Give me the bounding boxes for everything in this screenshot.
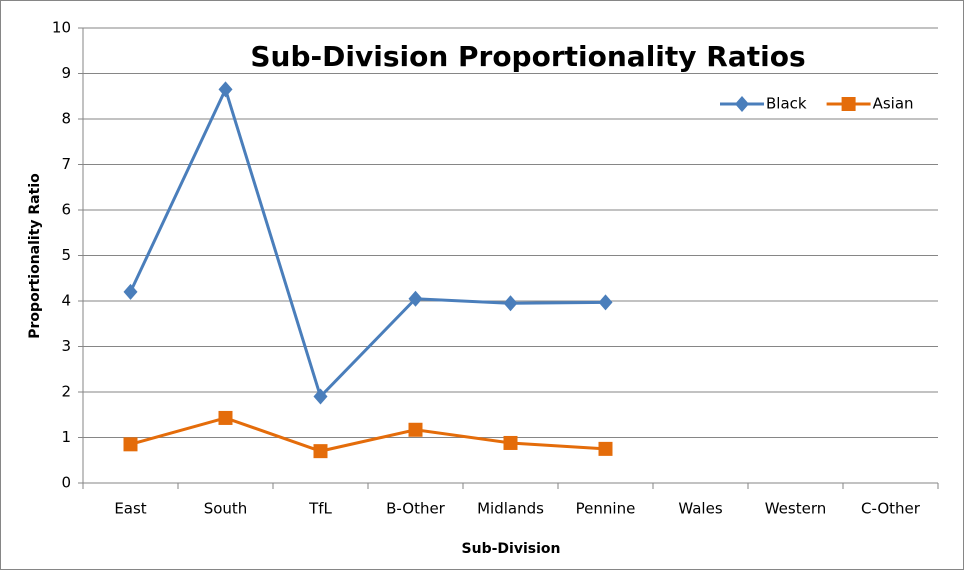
y-tick-label: 5	[61, 246, 71, 264]
x-tick-label: C-Other	[861, 500, 921, 518]
y-tick-label: 9	[61, 64, 71, 82]
marker	[503, 435, 518, 450]
legend-label: Asian	[873, 95, 914, 113]
marker	[218, 81, 233, 98]
x-tick-label: Pennine	[576, 500, 636, 518]
marker	[735, 96, 749, 112]
x-tick-label: South	[204, 500, 248, 518]
y-tick-label: 7	[61, 155, 71, 173]
y-tick-label: 0	[61, 474, 71, 492]
marker	[313, 444, 328, 459]
marker	[408, 290, 423, 307]
series-line	[129, 85, 606, 400]
marker	[598, 294, 613, 311]
marker	[503, 295, 518, 312]
y-tick-label: 10	[52, 19, 71, 37]
series-line	[130, 416, 606, 453]
y-tick-label: 6	[61, 201, 71, 219]
y-tick-label: 1	[61, 428, 71, 446]
marker	[598, 441, 613, 456]
marker	[123, 283, 138, 300]
legend-item: Asian	[826, 95, 914, 113]
marker	[841, 97, 856, 111]
x-tick-label: Midlands	[477, 500, 544, 518]
x-tick-label: Western	[765, 500, 827, 518]
marker	[313, 388, 328, 405]
x-tick-label: East	[114, 500, 146, 518]
marker	[123, 437, 138, 452]
legend-label: Black	[766, 95, 807, 113]
x-tick-label: TfL	[308, 500, 332, 518]
y-tick-label: 2	[61, 383, 71, 401]
legend-item: Black	[720, 95, 807, 113]
x-axis-label: Sub-Division	[462, 541, 561, 557]
marker	[408, 422, 423, 437]
y-tick-label: 4	[61, 292, 71, 310]
x-tick-label: B-Other	[386, 500, 446, 518]
y-tick-label: 3	[61, 337, 71, 355]
x-tick-label: Wales	[678, 500, 722, 518]
marker	[218, 410, 233, 425]
chart-title: Sub-Division Proportionality Ratios	[250, 40, 805, 73]
y-tick-label: 8	[61, 110, 71, 128]
y-axis-label: Proportionality Ratio	[27, 173, 43, 339]
